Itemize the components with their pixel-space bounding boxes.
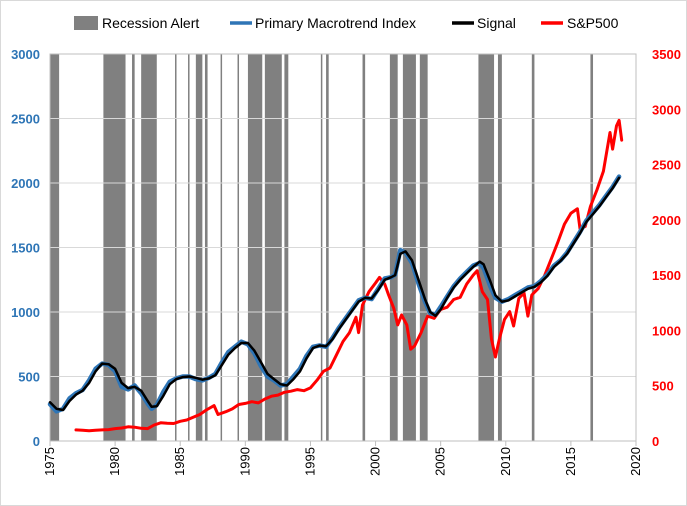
legend-label: Signal	[477, 15, 516, 31]
y-tick-label-left: 3000	[11, 47, 40, 62]
legend-label: S&P500	[567, 15, 619, 31]
x-tick-label: 2000	[368, 447, 383, 476]
y-tick-label-right: 1000	[652, 323, 681, 338]
y-tick-label-right: 3500	[652, 47, 681, 62]
y-tick-label-right: 0	[652, 434, 659, 449]
x-tick-label: 2020	[628, 447, 643, 476]
y-tick-label-right: 3000	[652, 102, 681, 117]
legend: Recession Alert Primary Macrotrend Index S…	[74, 15, 619, 31]
x-tick-label: 1980	[107, 447, 122, 476]
y-tick-label-left: 1000	[11, 305, 40, 320]
y-tick-label-left: 1500	[11, 241, 40, 256]
x-tick-label: 2005	[433, 447, 448, 476]
x-tick-label: 2010	[498, 447, 513, 476]
x-tick-label: 1985	[172, 447, 187, 476]
legend-label: Primary Macrotrend Index	[255, 15, 416, 31]
x-tick-label: 1990	[237, 447, 252, 476]
y-tick-label-right: 1500	[652, 268, 681, 283]
y-tick-label-left: 2500	[11, 112, 40, 127]
y-tick-label-right: 500	[652, 379, 674, 394]
series-line-signal	[48, 176, 621, 412]
x-tick-label: 2015	[563, 447, 578, 476]
plot-frame	[49, 53, 637, 442]
y-axis-right: 0 500 1000 1500 2000 2500 3000 3500	[652, 47, 681, 449]
x-tick-label: 1975	[42, 447, 57, 476]
x-tick-label: 1995	[302, 447, 317, 476]
y-tick-label-left: 500	[18, 370, 40, 385]
y-tick-label-right: 2500	[652, 158, 681, 173]
series-line-s-p500	[74, 118, 624, 433]
y-tick-label-right: 2000	[652, 213, 681, 228]
legend-label: Recession Alert	[102, 15, 199, 31]
y-tick-label-left: 2000	[11, 176, 40, 191]
x-axis: 1975 1980 1985 1990 1995 2000 2005 2010 2015 2020	[42, 441, 643, 476]
y-tick-label-left: 0	[33, 434, 40, 449]
legend-swatch	[74, 16, 98, 30]
y-axis-left: 0 500 1000 1500 2000 2500 3000	[11, 47, 40, 449]
